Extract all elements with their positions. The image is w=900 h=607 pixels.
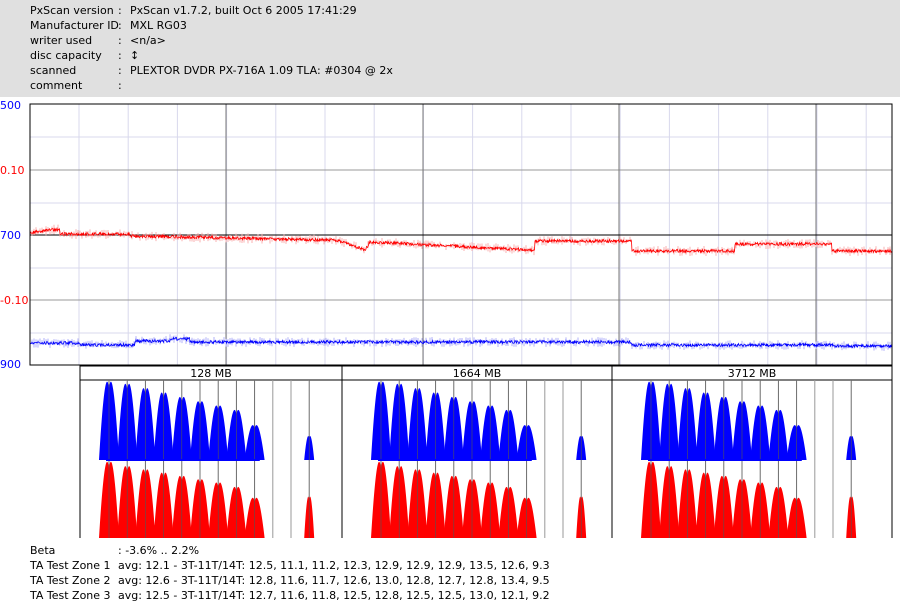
y-label: -0.10 [0,294,29,307]
info-key: PxScan version [30,4,114,17]
result-key: TA Test Zone 3 [30,589,111,602]
blue-baseline [378,459,532,461]
beta-row: Beta : -3.6% .. 2.2% [30,543,550,558]
result-key: TA Test Zone 1 [30,559,111,572]
jitter-series-line [29,336,893,349]
info-key: comment [30,79,83,92]
zone-row: TA Test Zone 2 avg: 12.6 - 3T-11T/14T: 12… [30,573,550,588]
scan-info-header: PxScan version: PxScan v1.7.2, built Oct … [0,0,900,97]
y-label: 700 [0,229,21,242]
y-label: 0.10 [0,164,25,177]
info-row: comment: [30,79,122,92]
info-value: PLEXTOR DVDR PX-716A 1.09 TLA: #0304 @ 2… [130,64,393,77]
zone-header [611,365,893,381]
zone-row: TA Test Zone 1 avg: 12.1 - 3T-11T/14T: 12… [30,558,550,573]
result-value: : -3.6% .. 2.2% [118,544,200,557]
zone-row: TA Test Zone 3 avg: 12.5 - 3T-11T/14T: 12… [30,588,550,603]
info-value: ↕ [130,49,140,62]
info-key: writer used [30,34,93,47]
info-key: disc capacity [30,49,102,62]
info-row: disc capacity: ↕ [30,49,140,62]
result-key: Beta [30,544,56,557]
zone-label: 128 MB [190,367,232,380]
result-value: avg: 12.6 - 3T-11T/14T: 12.8, 11.6, 11.7… [118,574,550,587]
info-row: writer used: <n/a> [30,34,166,47]
info-value: MXL RG03 [130,19,187,32]
blue-baseline [106,459,260,461]
info-row: PxScan version: PxScan v1.7.2, built Oct … [30,4,357,17]
info-value: <n/a> [130,34,166,47]
info-row: scanned: PLEXTOR DVDR PX-716A 1.09 TLA: #… [30,64,393,77]
result-key: TA Test Zone 2 [30,574,111,587]
zone-label: 1664 MB [453,367,502,380]
zone-label: 3712 MB [728,367,777,380]
blue-baseline [648,459,802,461]
info-value: PxScan v1.7.2, built Oct 6 2005 17:41:29 [130,4,357,17]
y-label: 500 [0,99,21,112]
info-key: scanned [30,64,77,77]
results-footer: Beta : -3.6% .. 2.2% TA Test Zone 1 avg: 1… [30,543,550,603]
beta-series-line [29,226,893,254]
info-key: Manufacturer ID [30,19,119,32]
chart-frame [29,103,893,366]
info-row: Manufacturer ID: MXL RG03 [30,19,187,32]
y-label: 900 [0,358,21,371]
result-value: avg: 12.1 - 3T-11T/14T: 12.5, 11.1, 11.2… [118,559,550,572]
result-value: avg: 12.5 - 3T-11T/14T: 12.7, 11.6, 11.8… [118,589,550,602]
beta-noise [29,224,893,256]
